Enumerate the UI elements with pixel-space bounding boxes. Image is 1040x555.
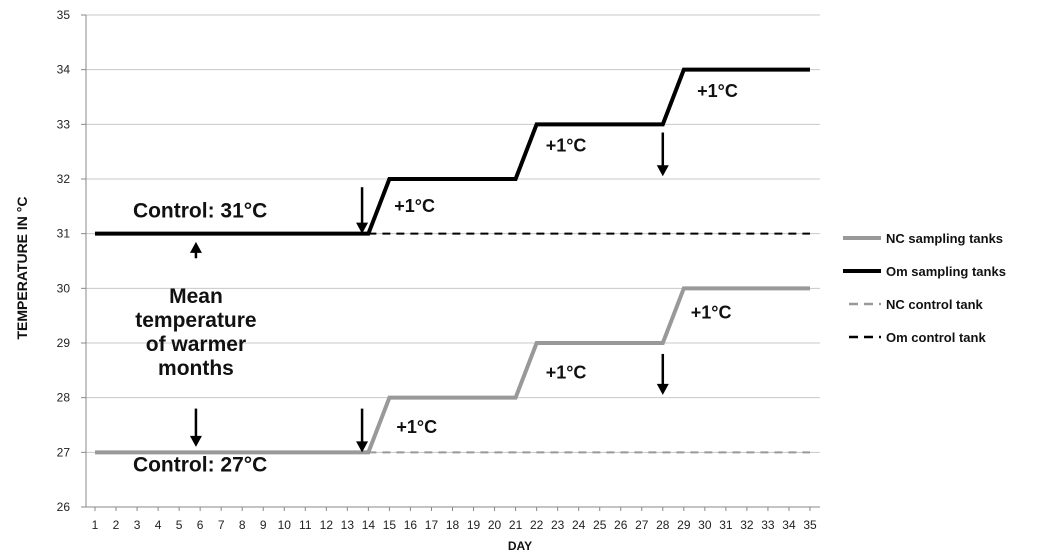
- x-tick-label: 5: [176, 518, 183, 532]
- mean-note-line: temperature: [135, 309, 256, 332]
- x-tick-label: 23: [551, 518, 565, 532]
- x-tick-label: 27: [635, 518, 649, 532]
- arrow-head-1: [656, 165, 669, 177]
- y-tick-label: 32: [57, 172, 71, 186]
- x-tick-label: 26: [614, 518, 628, 532]
- arrow-head-0: [356, 222, 369, 234]
- x-tick-label: 16: [404, 518, 418, 532]
- axes: [85, 15, 820, 508]
- x-tick-label: 2: [113, 518, 120, 532]
- series-om-sampling-tanks: [95, 67, 810, 236]
- x-tick-label: 13: [341, 518, 355, 532]
- y-tick-label: 28: [57, 391, 71, 405]
- mean-note-line: of warmer: [146, 333, 246, 356]
- series-nc-sampling-tanks: [95, 286, 810, 455]
- step-label: +1°C: [697, 81, 738, 101]
- x-tick-label: 19: [467, 518, 481, 532]
- x-tick-label: 3: [134, 518, 141, 532]
- x-tick-label: 9: [260, 518, 267, 532]
- x-tick-label: 7: [218, 518, 225, 532]
- y-tick-label: 31: [57, 227, 71, 241]
- x-tick-label: 20: [488, 518, 502, 532]
- x-tick-label: 34: [782, 518, 796, 532]
- x-tick-label: 4: [155, 518, 162, 532]
- x-tick-label: 11: [299, 518, 312, 532]
- x-tick-label: 32: [740, 518, 754, 532]
- step-label: +1°C: [691, 302, 732, 322]
- x-tick-label: 18: [446, 518, 460, 532]
- legend-label: Om sampling tanks: [886, 264, 1006, 279]
- x-tick-label: 22: [530, 518, 544, 532]
- x-tick-label: 21: [509, 518, 523, 532]
- x-axis-ticks: 1 2 3 4 5 6 7 8 9 10 11 12 13 14 15 16 17 18 19 20 21 22 23 24 2…: [92, 507, 817, 532]
- arrow-head-3: [656, 383, 669, 395]
- legend-label: Om control tank: [886, 330, 986, 345]
- step-label: +1°C: [546, 136, 587, 156]
- step-label: +1°C: [546, 363, 587, 383]
- y-tick-label: 26: [57, 500, 71, 514]
- step-label: +1°C: [394, 196, 435, 216]
- x-tick-label: 15: [383, 518, 397, 532]
- x-tick-label: 10: [278, 518, 292, 532]
- arrow-head-5: [189, 435, 202, 447]
- annotations: Control: 31°C Control: 27°C +1°C +1°C +1°C +1…: [133, 81, 738, 476]
- arrow-head-2: [356, 441, 369, 453]
- arrow-head-4: [189, 241, 202, 253]
- x-tick-label: 30: [698, 518, 712, 532]
- x-tick-label: 14: [362, 518, 376, 532]
- y-tick-label: 34: [57, 63, 71, 77]
- y-tick-label: 30: [57, 281, 71, 295]
- legend: NC sampling tanks Om sampling tanks NC con…: [843, 231, 1006, 345]
- y-tick-label: 33: [57, 117, 71, 131]
- y-axis-ticks: 26 27 28 29 30 31 32 33 34 35: [57, 8, 86, 514]
- x-tick-label: 24: [572, 518, 586, 532]
- x-tick-label: 35: [803, 518, 817, 532]
- x-tick-label: 8: [239, 518, 246, 532]
- y-tick-label: 27: [57, 445, 71, 459]
- x-tick-label: 12: [320, 518, 334, 532]
- x-tick-label: 33: [761, 518, 775, 532]
- x-tick-label: 29: [677, 518, 691, 532]
- y-tick-label: 35: [57, 8, 71, 22]
- x-tick-label: 31: [719, 518, 733, 532]
- legend-label: NC sampling tanks: [886, 231, 1003, 246]
- control-label: Control: 27°C: [133, 453, 267, 476]
- series-lines: [95, 67, 810, 455]
- mean-note-line: Mean: [169, 285, 223, 308]
- x-axis-title: DAY: [508, 539, 532, 553]
- legend-label: NC control tank: [886, 297, 984, 312]
- x-tick-label: 17: [425, 518, 439, 532]
- y-axis-title: TEMPERATURE IN °C: [14, 196, 30, 339]
- x-tick-label: 28: [656, 518, 670, 532]
- mean-note-line: months: [158, 357, 234, 380]
- control-label: Control: 31°C: [133, 199, 267, 222]
- y-tick-label: 29: [57, 336, 71, 350]
- x-tick-label: 25: [593, 518, 607, 532]
- annotation-arrows: [189, 132, 669, 453]
- x-tick-label: 6: [197, 518, 204, 532]
- x-tick-label: 1: [92, 518, 99, 532]
- step-label: +1°C: [396, 417, 437, 437]
